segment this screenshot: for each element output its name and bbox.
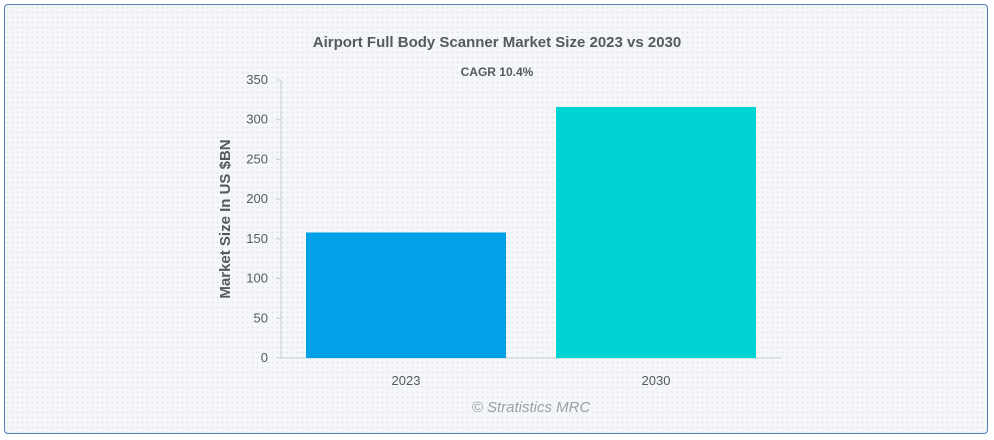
y-tick-label: 200 <box>246 191 268 206</box>
x-tick-label: 2023 <box>392 373 421 388</box>
bar-2023 <box>306 232 506 358</box>
chart-subtitle: CAGR 10.4% <box>461 65 534 79</box>
y-tick-label: 300 <box>246 112 268 127</box>
y-tick-label: 50 <box>254 310 268 325</box>
watermark: © Stratistics MRC <box>472 399 591 416</box>
y-tick-label: 150 <box>246 231 268 246</box>
x-tick-label: 2030 <box>642 373 671 388</box>
chart-title: Airport Full Body Scanner Market Size 20… <box>313 34 681 51</box>
bars <box>306 107 756 359</box>
y-axis: 0 50 100 150 200 250 300 350 <box>246 72 282 365</box>
y-tick-label: 100 <box>246 271 268 286</box>
y-tick-label: 250 <box>246 151 268 166</box>
y-tick-label: 0 <box>261 350 268 365</box>
y-tick-label: 350 <box>246 72 268 87</box>
y-axis-label: Market Size In US $BN <box>217 139 234 298</box>
x-axis: 2023 2030 <box>281 357 781 388</box>
bar-2030 <box>556 107 756 359</box>
chart-frame <box>4 4 988 434</box>
